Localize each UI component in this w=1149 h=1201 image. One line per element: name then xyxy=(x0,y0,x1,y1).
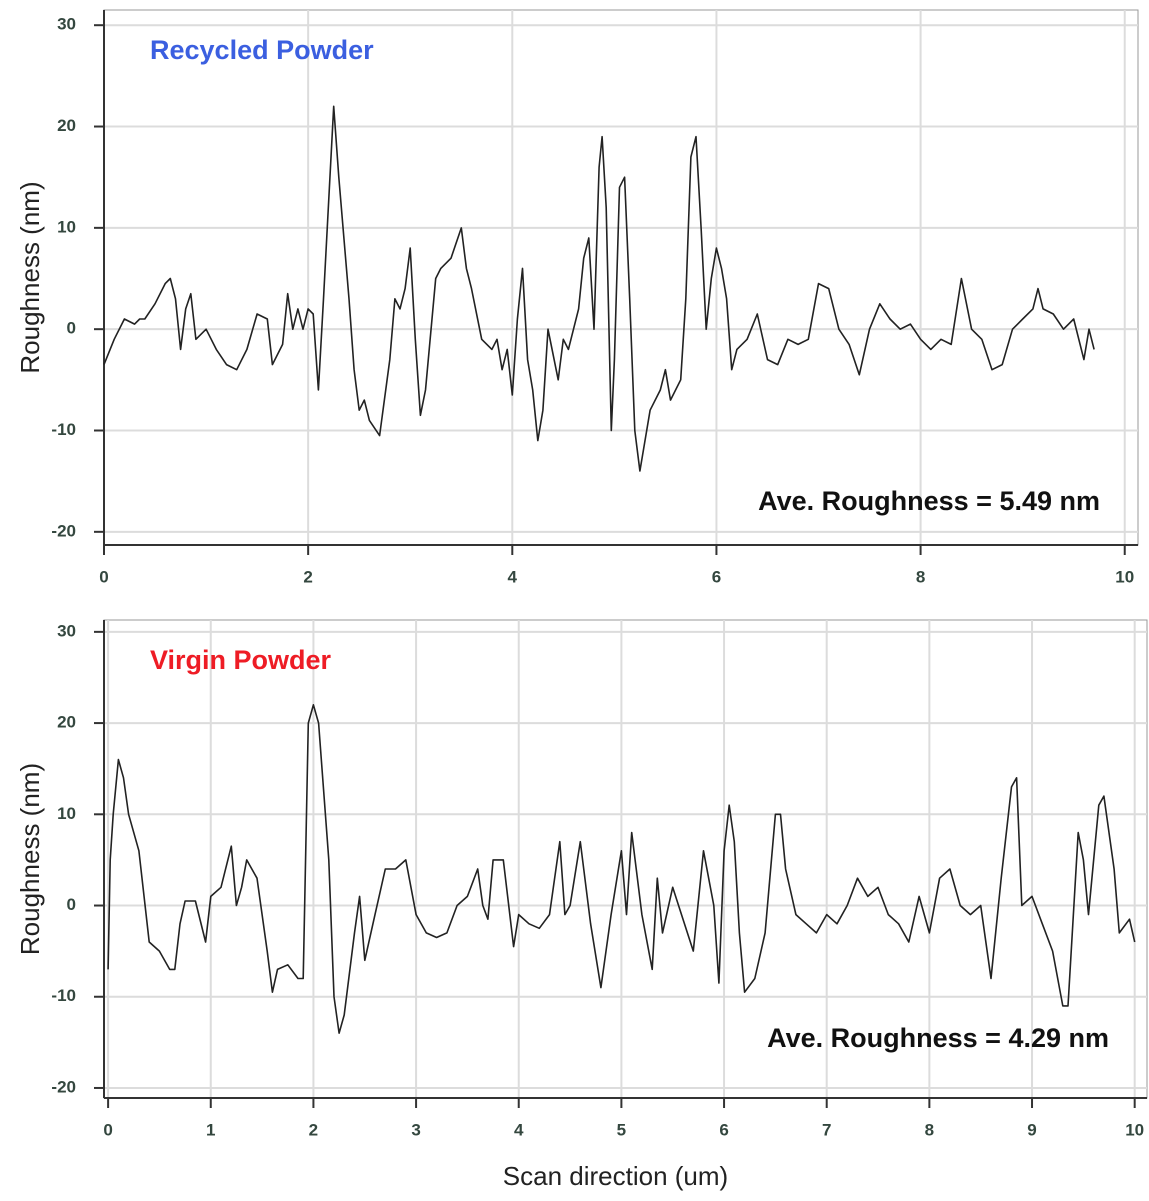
y-axis-label: Roughness (nm) xyxy=(15,763,45,955)
y-tick-label: 0 xyxy=(67,319,76,338)
x-tick-label: 5 xyxy=(617,1120,626,1139)
x-tick-label: 2 xyxy=(303,567,312,586)
x-tick-label: 2 xyxy=(309,1120,318,1139)
x-tick-label: 8 xyxy=(916,567,925,586)
annotation: Ave. Roughness = 5.49 nm xyxy=(758,486,1100,516)
y-tick-label: 30 xyxy=(57,621,76,640)
y-tick-label: 10 xyxy=(57,804,76,823)
y-tick-label: 20 xyxy=(57,713,76,732)
x-tick-label: 10 xyxy=(1125,1120,1144,1139)
x-tick-label: 0 xyxy=(99,567,108,586)
x-tick-label: 7 xyxy=(822,1120,831,1139)
x-tick-label: 6 xyxy=(712,567,721,586)
y-axis-label: Roughness (nm) xyxy=(15,181,45,373)
x-tick-label: 3 xyxy=(411,1120,420,1139)
x-tick-label: 9 xyxy=(1027,1120,1036,1139)
x-tick-label: 10 xyxy=(1115,567,1134,586)
y-tick-label: 20 xyxy=(57,116,76,135)
x-tick-label: 8 xyxy=(925,1120,934,1139)
x-axis-label: Scan direction (um) xyxy=(503,1161,728,1191)
y-tick-label: -10 xyxy=(51,420,76,439)
annotation: Ave. Roughness = 4.29 nm xyxy=(767,1023,1109,1053)
y-tick-label: 30 xyxy=(57,15,76,34)
data-line xyxy=(107,704,1136,1034)
y-tick-label: -10 xyxy=(51,986,76,1005)
chart-title: Recycled Powder xyxy=(150,35,374,65)
y-tick-label: -20 xyxy=(51,521,76,540)
plot-area xyxy=(103,619,1148,1099)
plot-area xyxy=(103,9,1139,546)
x-tick-label: 4 xyxy=(508,567,518,586)
x-tick-label: 0 xyxy=(103,1120,112,1139)
x-tick-label: 1 xyxy=(206,1120,215,1139)
y-tick-label: 0 xyxy=(67,895,76,914)
x-tick-label: 6 xyxy=(719,1120,728,1139)
chart-title: Virgin Powder xyxy=(150,645,332,675)
y-tick-label: 10 xyxy=(57,217,76,236)
data-line xyxy=(103,105,1095,472)
x-tick-label: 4 xyxy=(514,1120,524,1139)
y-tick-label: -20 xyxy=(51,1077,76,1096)
